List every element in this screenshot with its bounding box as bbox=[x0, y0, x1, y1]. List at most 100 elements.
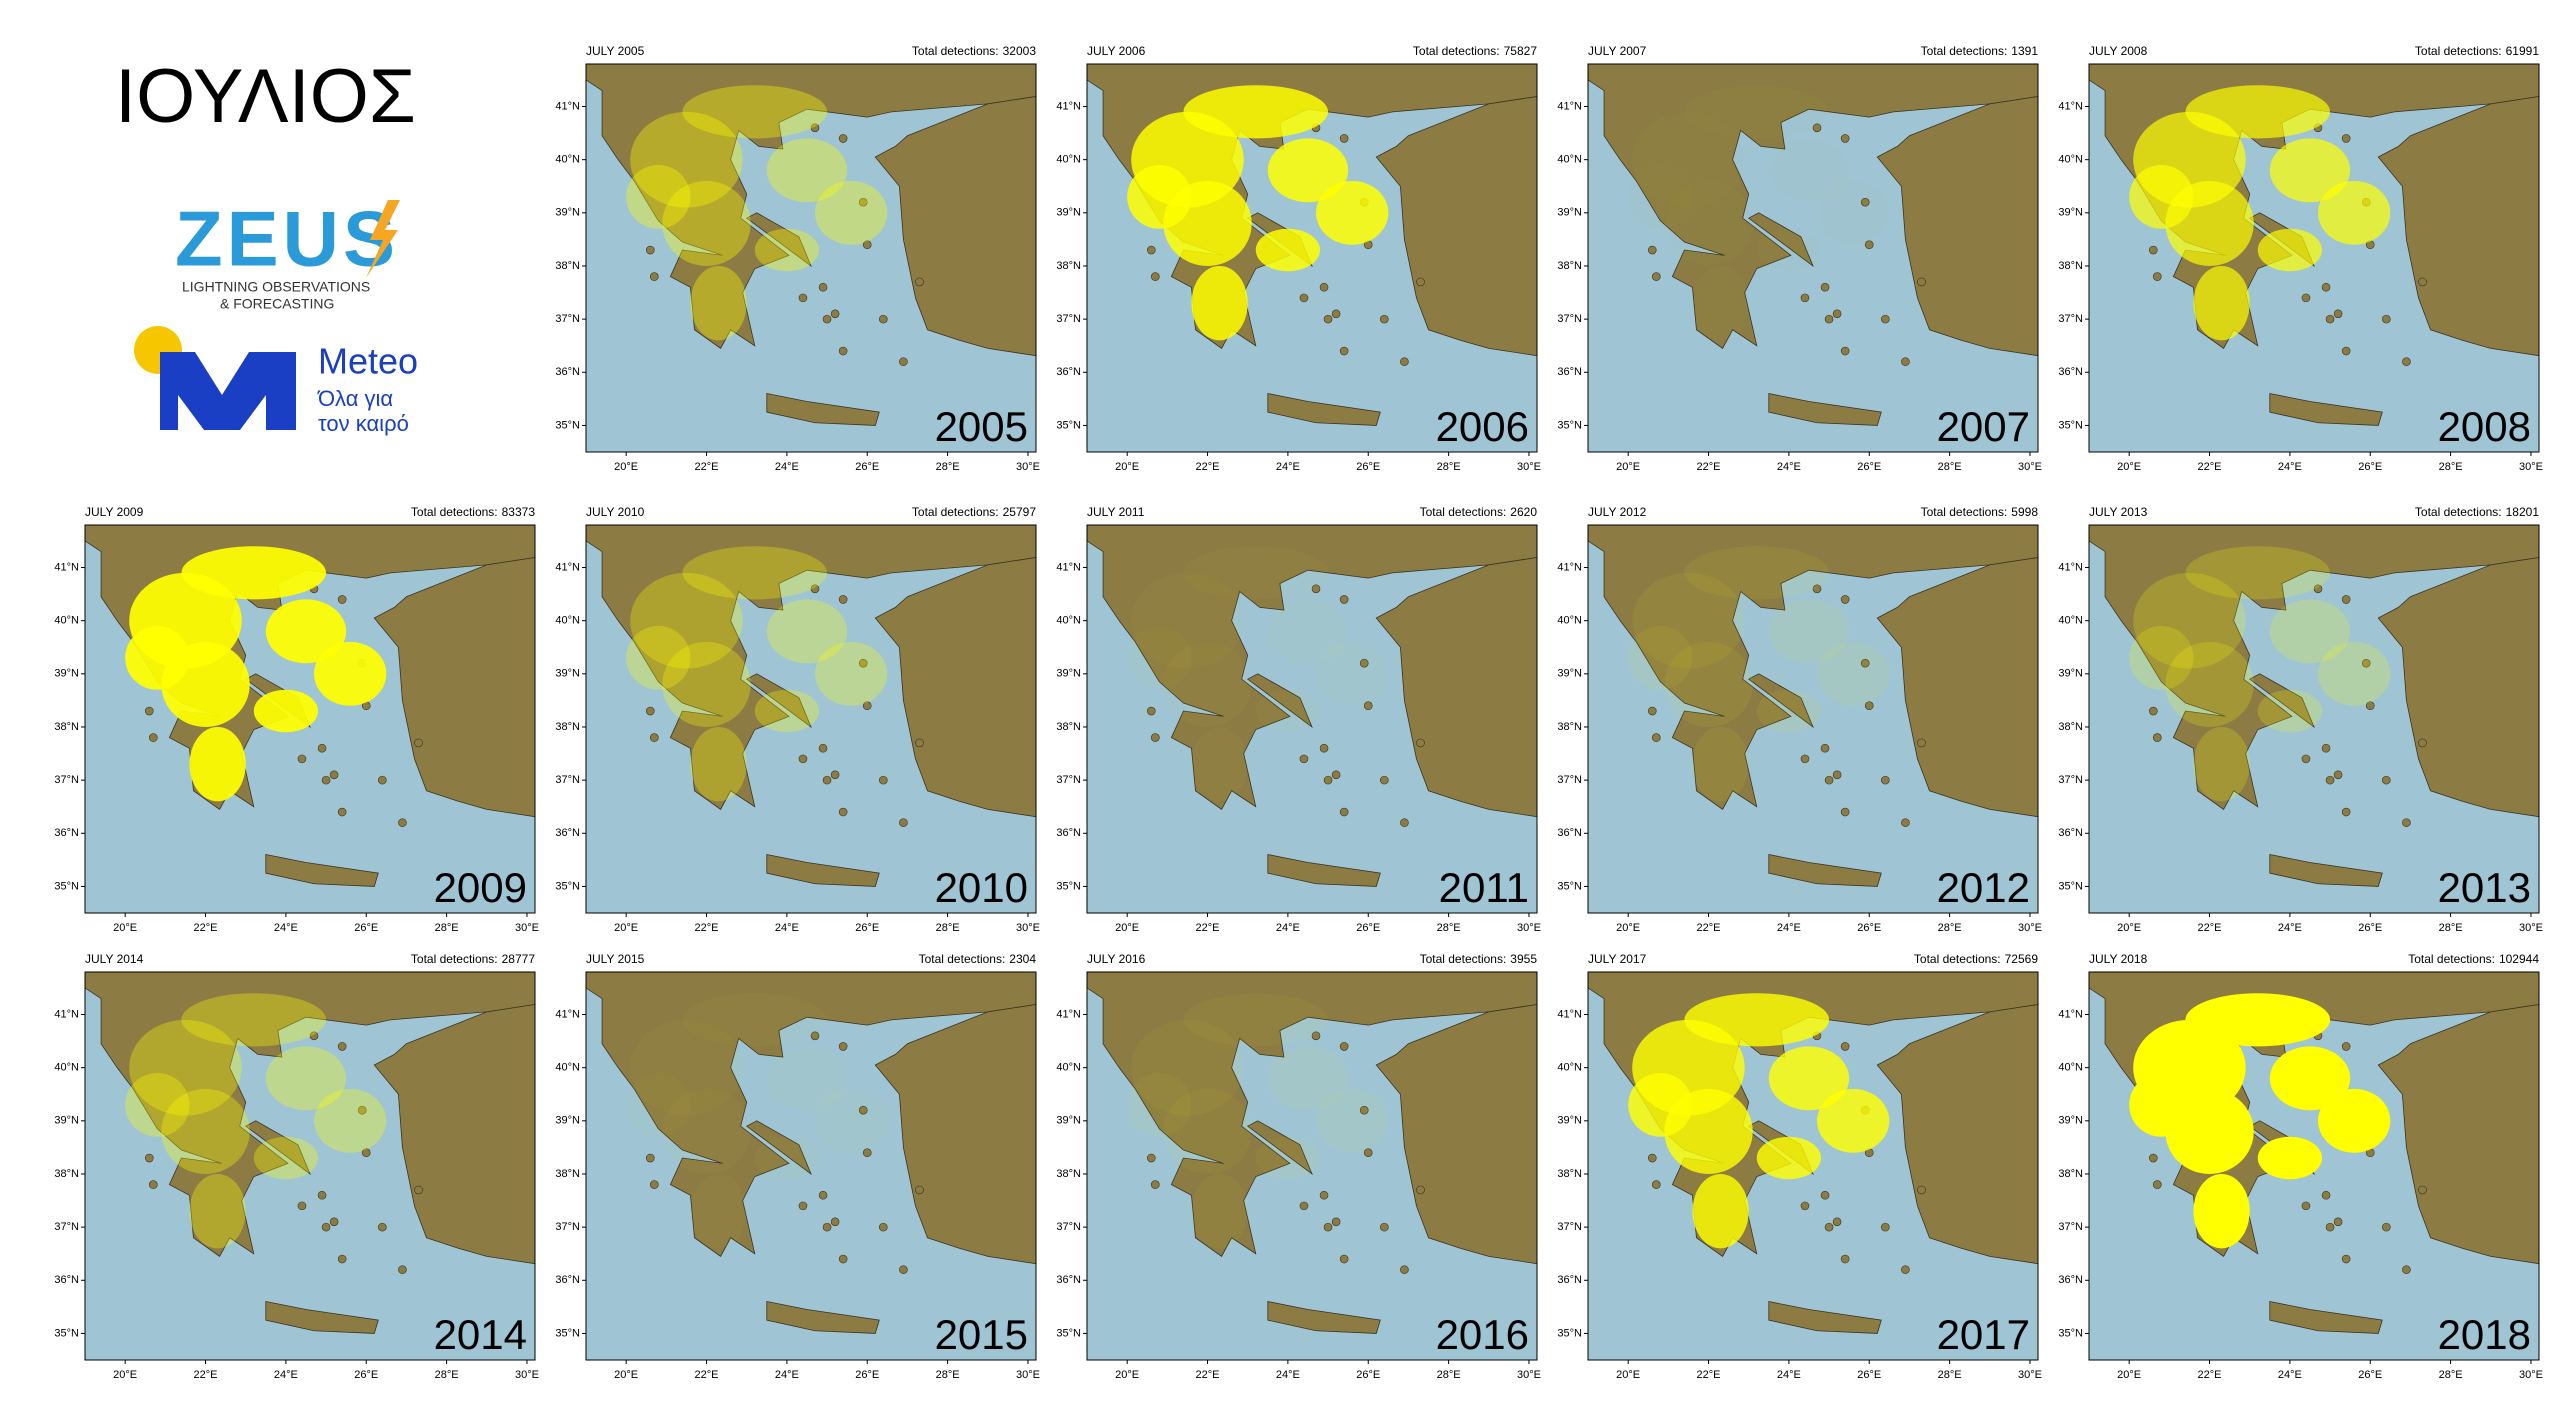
lon-tick-label: 28°E bbox=[1938, 461, 1962, 473]
island bbox=[838, 346, 848, 356]
lightning-density bbox=[1664, 641, 1753, 727]
lat-tick-label: 36°N bbox=[1557, 827, 1582, 839]
lon-tick-label: 24°E bbox=[1276, 1369, 1300, 1381]
lightning-density bbox=[2185, 85, 2331, 139]
island bbox=[862, 1148, 872, 1158]
island bbox=[745, 212, 812, 268]
island bbox=[1652, 272, 1661, 281]
lightning-density bbox=[129, 1019, 242, 1116]
lightning-density bbox=[1131, 1019, 1244, 1116]
lat-tick-label: 40°N bbox=[1056, 615, 1081, 627]
island bbox=[2341, 1042, 2351, 1051]
lat-tick-label: 39°N bbox=[1056, 668, 1081, 680]
lat-tick-label: 36°N bbox=[1056, 1274, 1081, 1286]
lat-tick-label: 40°N bbox=[555, 154, 580, 166]
zeus-subtitle: LIGHTNING OBSERVATIONS bbox=[182, 279, 370, 295]
map-panel: JULY 2005 Total detections: 32003 2005 35°N 3… bbox=[555, 44, 1040, 473]
island bbox=[2418, 1185, 2427, 1195]
lon-tick-label: 24°E bbox=[1777, 922, 1801, 934]
lon-tick-label: 20°E bbox=[1115, 1369, 1139, 1381]
lat-tick-label: 40°N bbox=[2058, 154, 2083, 166]
lon-tick-label: 20°E bbox=[1616, 922, 1640, 934]
lightning-density bbox=[630, 572, 743, 669]
island bbox=[1917, 738, 1926, 748]
lat-tick-label: 40°N bbox=[555, 615, 580, 627]
map bbox=[85, 525, 535, 913]
island bbox=[1881, 775, 1890, 785]
land bbox=[373, 1004, 535, 1265]
total-label: Total detections: bbox=[1921, 44, 2008, 58]
island bbox=[1812, 123, 1822, 133]
island bbox=[149, 1180, 158, 1189]
lon-tick-label: 22°E bbox=[1697, 1369, 1721, 1381]
year-label: 2008 bbox=[2438, 403, 2531, 450]
lat-tick-label: 35°N bbox=[1557, 1327, 1582, 1339]
map-frame bbox=[585, 63, 1037, 453]
map-panel: JULY 2017 Total detections: 72569 2017 35°N 3… bbox=[1557, 952, 2042, 1381]
island bbox=[144, 1153, 154, 1163]
lightning-density bbox=[2165, 641, 2254, 727]
lat-tick-label: 35°N bbox=[555, 419, 580, 431]
lat-tick-label: 39°N bbox=[1557, 1115, 1582, 1127]
island bbox=[1840, 595, 1850, 604]
total-value: 28777 bbox=[502, 952, 536, 966]
island bbox=[1832, 770, 1842, 780]
lightning-density bbox=[1256, 690, 1320, 733]
lightning-density bbox=[1267, 138, 1349, 203]
island bbox=[1800, 293, 1810, 303]
lat-tick-label: 40°N bbox=[54, 615, 79, 627]
lightning-density bbox=[690, 1174, 746, 1248]
lon-tick-label: 30°E bbox=[1016, 922, 1040, 934]
map-panel: JULY 2014 Total detections: 28777 2014 35°N 3… bbox=[54, 952, 539, 1381]
lat-tick-label: 38°N bbox=[1557, 721, 1582, 733]
lat-tick-label: 39°N bbox=[1557, 207, 1582, 219]
lightning-density bbox=[1316, 642, 1388, 706]
lightning-density bbox=[626, 164, 691, 229]
island bbox=[321, 1222, 331, 1232]
lat-tick-label: 41°N bbox=[1056, 561, 1081, 573]
lat-tick-label: 40°N bbox=[1557, 1062, 1582, 1074]
island bbox=[2148, 1153, 2158, 1163]
lightning-density bbox=[1757, 229, 1821, 272]
lightning-density bbox=[815, 641, 888, 706]
panel-title: JULY 2013 bbox=[2089, 505, 2148, 519]
island bbox=[1800, 754, 1810, 764]
island bbox=[1768, 393, 1882, 426]
lightning-density bbox=[161, 1088, 250, 1174]
total-detections: Total detections: 72569 bbox=[1914, 952, 2038, 966]
island bbox=[822, 1222, 832, 1232]
island bbox=[810, 584, 820, 594]
island bbox=[1339, 1042, 1349, 1051]
lightning-density bbox=[2185, 546, 2331, 600]
lat-tick-label: 37°N bbox=[1056, 313, 1081, 325]
lon-tick-label: 24°E bbox=[1276, 922, 1300, 934]
island bbox=[1840, 1254, 1850, 1264]
island bbox=[337, 807, 347, 817]
lon-tick-label: 26°E bbox=[855, 461, 879, 473]
lon-tick-label: 26°E bbox=[855, 922, 879, 934]
year-label: 2009 bbox=[434, 864, 527, 911]
island bbox=[1917, 277, 1926, 287]
lightning-density bbox=[1692, 726, 1749, 802]
island bbox=[1768, 854, 1882, 887]
panel-title: JULY 2016 bbox=[1087, 952, 1146, 966]
island bbox=[798, 293, 808, 303]
lat-tick-label: 41°N bbox=[555, 1008, 580, 1020]
lat-tick-label: 39°N bbox=[2058, 207, 2083, 219]
lon-tick-label: 26°E bbox=[1857, 1369, 1881, 1381]
lon-tick-label: 28°E bbox=[1938, 922, 1962, 934]
island bbox=[378, 775, 387, 785]
island bbox=[1747, 673, 1814, 729]
island bbox=[1860, 197, 1870, 207]
lightning-density bbox=[2269, 1046, 2351, 1111]
land bbox=[1876, 1004, 2038, 1265]
total-detections: Total detections: 61991 bbox=[2415, 44, 2539, 58]
lightning-density bbox=[265, 1046, 347, 1111]
island bbox=[915, 277, 924, 287]
map-frame bbox=[1086, 524, 1538, 914]
island bbox=[1363, 1148, 1373, 1158]
total-label: Total detections: bbox=[411, 952, 498, 966]
island bbox=[1246, 1120, 1313, 1176]
lat-tick-label: 37°N bbox=[1056, 774, 1081, 786]
lon-tick-label: 30°E bbox=[515, 922, 539, 934]
